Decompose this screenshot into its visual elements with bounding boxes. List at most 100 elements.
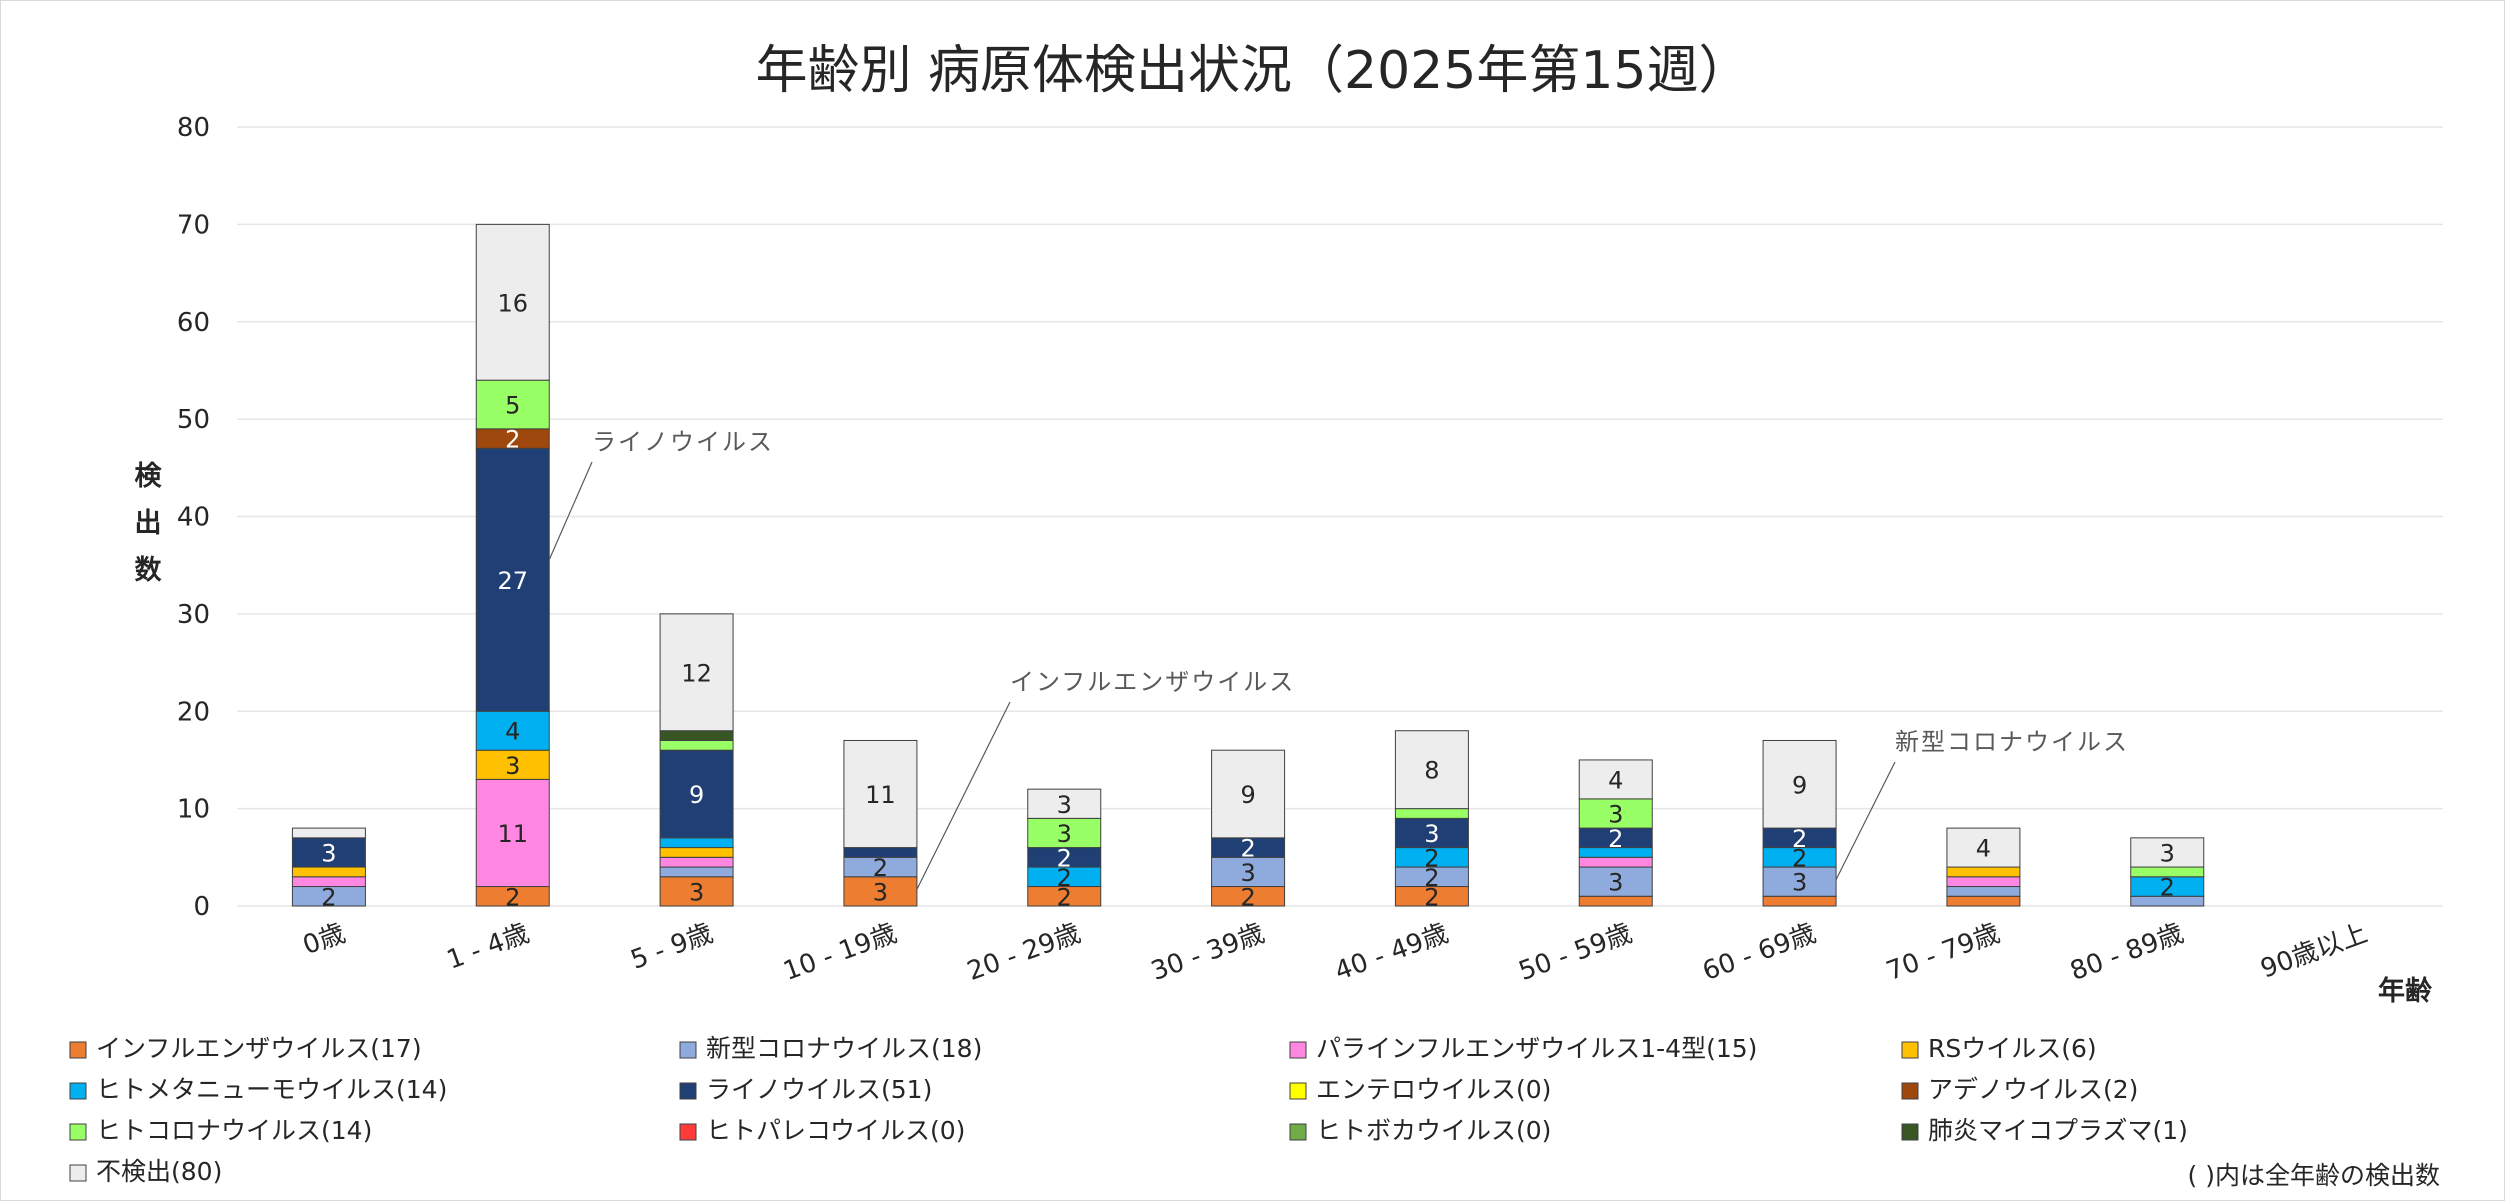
bar-segment [659,847,734,858]
legend-swatch [69,1123,87,1141]
data-label: 11 [497,820,528,848]
legend-swatch [1289,1041,1307,1059]
bar-segment [1946,866,2021,878]
data-label: 3 [1608,800,1623,828]
bar-segment [1762,739,1837,829]
x-axis-title: 年齢 [2378,975,2432,1007]
legend-label: ヒトパレコウイルス(0) [706,1116,965,1145]
bar-segment [291,827,366,839]
bar-segment [475,749,550,780]
bar-segment [659,730,734,741]
y-tick-label: 70 [177,210,210,240]
legend-label: ヒトコロナウイルス(14) [96,1116,372,1145]
data-label: 2 [2160,874,2175,902]
legend: インフルエンザウイルス(17) 新型コロナウイルス(18) パラインフルエンザウイル… [69,1034,2188,1186]
data-label: 3 [1424,820,1439,848]
x-tick-label: 30 - 39歳 [1147,918,1268,987]
x-tick-label: 90歳以上 [2257,918,2372,984]
bar-segment [1946,876,2021,888]
data-label: 5 [505,392,520,420]
x-axis-ticks: 0歳 1 - 4歳 5 - 9歳 10 - 19歳 20 - 29歳 30 - 39歳 40… [299,918,2371,987]
bar-segment [659,876,734,907]
data-label: 9 [1240,781,1255,809]
bar-segment [659,749,734,839]
gridlines [237,126,2443,907]
legend-swatch [679,1123,697,1141]
data-label: 2 [1240,883,1255,911]
legend-swatch [1901,1041,1919,1059]
bar-segment [1946,895,2021,907]
legend-swatch [1289,1082,1307,1100]
x-tick-label: 70 - 79歳 [1883,918,2004,987]
y-tick-label: 10 [177,795,210,825]
y-axis-title-char: 数 [135,555,163,586]
data-label: 2 [1240,835,1255,863]
legend-label: ライノウイルス(51) [706,1075,932,1104]
callout-leader [1835,761,1896,880]
x-tick-label: 80 - 89歳 [2066,918,2187,987]
data-label: 9 [1792,771,1807,799]
bar-segment [659,866,734,878]
x-tick-label: 40 - 49歳 [1331,918,1452,987]
data-label: 4 [1608,766,1623,794]
data-label: 3 [689,878,704,906]
data-label: 3 [321,839,336,867]
data-label: 2 [1608,825,1623,853]
legend-swatch [69,1041,87,1059]
data-label: 2 [1424,883,1439,911]
footnote: ( )内は全年齢の検出数 [2188,1161,2440,1190]
bar-segment [475,447,550,712]
data-label: 3 [873,878,888,906]
bar-segment [291,837,366,868]
legend-swatch [69,1082,87,1100]
bar-segment [475,379,550,430]
data-label: 3 [505,752,520,780]
bar-segment [1578,798,1653,829]
legend-label: アデノウイルス(2) [1928,1075,2138,1104]
legend-swatch [1289,1123,1307,1141]
bar-segment [1578,856,1653,868]
bar-segment [1394,808,1469,819]
y-tick-label: 50 [177,405,210,435]
data-label: 2 [1424,844,1439,872]
legend-swatch [679,1082,697,1100]
y-axis-title-char: 出 [135,508,162,539]
x-tick-label: 60 - 69歳 [1699,918,1820,987]
data-label: 9 [689,781,704,809]
x-tick-label: 1 - 4歳 [443,918,533,975]
data-label: 2 [505,426,520,454]
data-label: 3 [1608,869,1623,897]
y-tick-label: 80 [177,113,210,143]
x-tick-label: 5 - 9歳 [627,918,717,975]
legend-label: パラインフルエンザウイルス1-4型(15) [1316,1034,1757,1063]
bar-segment [1578,866,1653,897]
bar-segment [659,739,734,751]
data-label: 2 [1057,844,1072,872]
data-label: 16 [497,289,528,317]
callout-label: ライノウイルス [592,428,774,456]
data-label: 2 [505,883,520,911]
bar-segment [1211,749,1286,839]
bar-segment [843,739,918,849]
x-tick-label: 50 - 59歳 [1515,918,1636,987]
data-label: 2 [1792,844,1807,872]
data-label: 3 [1057,791,1072,819]
bar-segment [1027,817,1102,849]
bar-segment [843,876,918,907]
bar-segment [659,856,734,868]
bar-segment [475,223,550,381]
bar-segment [1394,817,1469,849]
bar-segment [1394,730,1469,810]
legend-label: エンテロウイルス(0) [1316,1075,1551,1104]
bar-segment [1578,895,1653,907]
callout-label: 新型コロナウイルス [1895,728,2129,756]
legend-label: 不検出(80) [96,1157,222,1186]
y-tick-label: 20 [177,697,210,727]
chart-title: 年齢別 病原体検出状況（2025年第15週） [755,41,1750,101]
data-label: 2 [321,883,336,911]
x-tick-label: 20 - 29歳 [963,918,1084,987]
x-tick-label: 10 - 19歳 [780,918,901,987]
